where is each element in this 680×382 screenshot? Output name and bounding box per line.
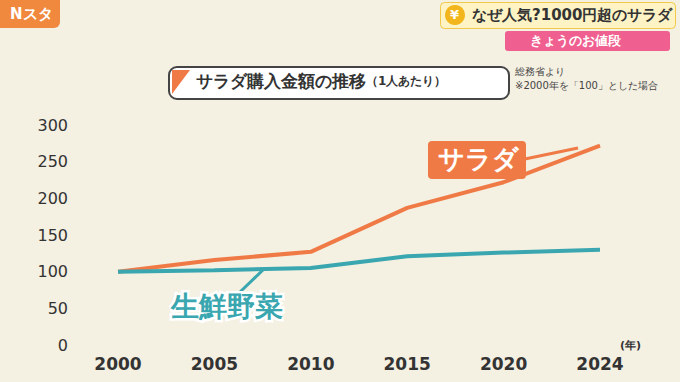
svg-text:200: 200 [37,189,68,208]
svg-text:250: 250 [37,152,68,171]
svg-text:50: 50 [48,299,68,318]
svg-text:サラダ購入金額の推移: サラダ購入金額の推移 [196,71,366,91]
svg-text:¥: ¥ [450,7,459,22]
svg-text:（1人あたり）: （1人あたり） [366,74,446,88]
svg-text:2000: 2000 [94,354,141,374]
svg-text:※2000年を「100」とした場合: ※2000年を「100」とした場合 [515,80,658,91]
svg-text:2010: 2010 [287,354,334,374]
svg-text:0: 0 [58,336,68,355]
svg-text:300: 300 [37,116,68,135]
svg-text:2015: 2015 [384,354,431,374]
svg-text:2005: 2005 [191,354,238,374]
svg-text:きょうのお値段: きょうのお値段 [530,33,622,48]
svg-text:100: 100 [37,262,68,281]
svg-text:なぜ人気?1000円超のサラダ: なぜ人気?1000円超のサラダ [472,6,673,24]
svg-text:サラダ: サラダ [438,144,520,174]
svg-text:(年): (年) [620,339,641,352]
svg-text:150: 150 [37,226,68,245]
svg-text:2024: 2024 [576,354,623,374]
svg-text:Nスタ: Nスタ [10,5,53,23]
svg-text:総務省より: 総務省より [514,66,565,77]
svg-text:生鮮野菜: 生鮮野菜 [170,290,283,323]
svg-text:2020: 2020 [480,354,527,374]
